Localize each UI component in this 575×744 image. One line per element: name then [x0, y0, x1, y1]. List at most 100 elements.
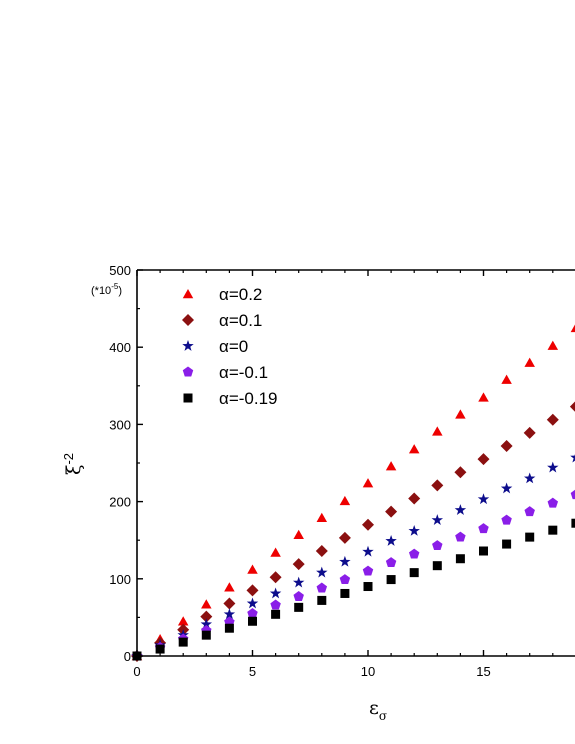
data-point [294, 602, 304, 612]
data-point [523, 426, 536, 439]
y-tick-label: 300 [109, 417, 131, 432]
data-point [292, 576, 305, 588]
data-point [363, 582, 373, 592]
data-point [201, 599, 212, 609]
data-point [431, 479, 444, 492]
data-point [340, 588, 350, 598]
legend-marker [183, 393, 193, 403]
data-point [432, 426, 443, 436]
data-point [477, 453, 490, 466]
legend-label: α=-0.19 [219, 389, 278, 408]
data-point [362, 545, 374, 557]
legend-item: α=0.1 [182, 311, 262, 330]
legend: α=0.2 α=0.1 α=0 α=-0.1 α=-0.19 [182, 285, 278, 408]
data-point [178, 637, 188, 647]
data-point [385, 461, 397, 471]
series-2 [131, 454, 575, 661]
x-tick-label: 15 [476, 664, 490, 679]
data-point [223, 608, 236, 620]
data-point [501, 374, 512, 384]
data-point [362, 518, 374, 531]
data-point [339, 574, 351, 585]
data-point [247, 608, 258, 618]
data-point [570, 324, 575, 333]
data-point [477, 493, 490, 505]
series-3 [131, 489, 575, 661]
axes [136, 269, 575, 657]
data-point [270, 599, 281, 610]
data-point [431, 514, 444, 525]
legend-marker [182, 340, 194, 351]
data-point [155, 644, 165, 654]
data-point [385, 505, 398, 518]
y-tick-label: 0 [124, 649, 131, 664]
data-point [247, 564, 258, 574]
data-point [200, 610, 213, 623]
x-tick-label: 10 [361, 664, 375, 679]
data-point [385, 534, 397, 546]
data-point [546, 413, 559, 426]
data-point [479, 546, 488, 556]
data-point [547, 340, 559, 350]
data-point [455, 531, 466, 542]
data-point [408, 492, 421, 505]
data-point [269, 571, 282, 584]
data-point [523, 472, 536, 484]
y-axis-label: ξ-2 [61, 453, 85, 475]
legend-label: α=-0.1 [219, 363, 268, 382]
data-point [478, 392, 489, 402]
data-point [408, 548, 420, 559]
data-point [570, 489, 575, 500]
legend-marker [182, 289, 194, 299]
data-point [339, 555, 351, 567]
data-point [362, 478, 374, 488]
series-4 [132, 518, 575, 661]
data-point [408, 524, 420, 536]
data-point [501, 514, 512, 525]
data-point [570, 454, 575, 463]
data-point [432, 540, 443, 551]
data-point [177, 616, 189, 626]
x-tick-label: 5 [249, 664, 256, 679]
y-multiplier-label: (*10-5) [91, 282, 122, 297]
data-point [362, 565, 374, 576]
series-0 [131, 324, 575, 661]
legend-marker [182, 314, 194, 326]
data-point [408, 444, 420, 454]
data-point [454, 504, 467, 515]
data-point [248, 616, 257, 626]
series-1 [131, 401, 575, 662]
data-point [270, 547, 281, 557]
legend-marker [182, 366, 194, 377]
legend-item: α=0.2 [182, 285, 262, 304]
data-point [224, 623, 234, 633]
data-point [271, 609, 281, 619]
data-point [293, 529, 304, 540]
legend-item: α=-0.1 [182, 363, 268, 382]
legend-label: α=0.2 [219, 285, 262, 304]
data-point [547, 461, 559, 473]
data-point [316, 566, 328, 578]
data-point [478, 523, 489, 534]
data-point [500, 482, 513, 494]
data-point [385, 557, 397, 568]
data-point [500, 440, 513, 453]
data-point [547, 497, 559, 508]
data-point [524, 357, 535, 367]
data-point [292, 558, 305, 571]
ticks: 0 5 10 15 0 100 200 300 400 500 [109, 263, 554, 679]
data-point [317, 595, 327, 605]
x-axis-label: εσ [369, 697, 387, 723]
data-point [454, 466, 467, 479]
data-point [339, 495, 351, 506]
x-tick-label: 0 [133, 664, 140, 679]
data-point [316, 582, 328, 593]
data-point [224, 582, 235, 592]
data-point [246, 584, 259, 597]
legend-label: α=0 [219, 337, 248, 356]
data-point [200, 618, 213, 630]
data-point [432, 561, 442, 571]
data-point [338, 531, 351, 544]
data-point [293, 591, 304, 602]
